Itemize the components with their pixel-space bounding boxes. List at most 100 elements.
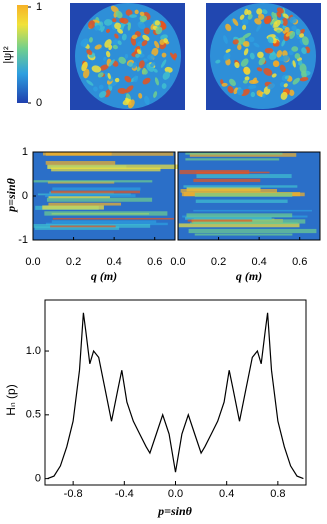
image-blob — [106, 28, 110, 33]
image-blob — [227, 85, 234, 94]
image-blob — [147, 54, 155, 60]
image-blob — [112, 44, 119, 50]
image-blob — [250, 91, 256, 98]
image-blob — [141, 68, 148, 75]
image-blob — [283, 83, 288, 88]
image-blob — [232, 18, 239, 26]
image-blob — [99, 64, 109, 71]
image-blob — [161, 83, 167, 89]
image-blob — [223, 35, 228, 44]
image-blob — [94, 25, 101, 31]
heatmap-stripe — [180, 189, 278, 193]
image-blob — [139, 11, 145, 17]
image-blob — [242, 24, 247, 31]
heatmap-stripe — [50, 225, 116, 228]
image-blob — [243, 66, 251, 75]
image-blob — [162, 71, 171, 80]
image-blob — [160, 59, 167, 68]
image-blob — [137, 21, 146, 30]
image-blob — [239, 14, 245, 20]
image-blob — [282, 17, 288, 26]
image-blob — [229, 78, 236, 87]
colorbar-label: |ψ|² — [2, 46, 14, 64]
heatmap-stripe — [193, 209, 312, 212]
image-blob — [138, 60, 145, 69]
image-blob — [125, 9, 133, 16]
image-blob — [108, 44, 113, 50]
image-blob — [108, 59, 115, 67]
image-blob — [271, 73, 277, 78]
x-tick-label: 0.0 — [25, 256, 40, 268]
image-blob — [223, 52, 231, 61]
image-blob — [240, 58, 249, 67]
x-tick-label: 0.6 — [147, 256, 162, 268]
image-blob — [276, 11, 282, 18]
image-blob — [136, 49, 142, 55]
x-tick-label: -0.4 — [115, 488, 134, 500]
heatmap-stripe — [44, 211, 168, 216]
image-blob — [120, 18, 129, 24]
x-axis-label: q (m) — [236, 269, 262, 283]
heatmap-stripe — [48, 196, 110, 199]
x-tick-label: 0.4 — [106, 256, 121, 268]
image-blob — [301, 47, 307, 54]
image-blob — [103, 56, 107, 61]
image-blob — [281, 39, 286, 47]
x-axis-label: q (m) — [91, 269, 117, 283]
image-blob — [282, 50, 288, 57]
image-blob — [124, 75, 132, 83]
colorbar-tick-label: 1 — [36, 1, 42, 13]
heatmap-stripe — [45, 222, 168, 226]
image-blob — [115, 10, 123, 19]
heatmap-stripe — [52, 217, 175, 220]
image-blob — [138, 93, 143, 99]
image-blob — [276, 50, 283, 58]
image-blob — [154, 40, 160, 49]
image-blob — [88, 37, 93, 43]
image-blob — [141, 40, 148, 47]
image-blob — [225, 48, 231, 53]
heatmap-stripe — [47, 164, 178, 170]
image-blob — [161, 52, 167, 58]
image-blob — [112, 39, 119, 45]
heatmap-stripe — [179, 169, 250, 175]
heatmap-stripe — [183, 185, 298, 188]
image-blob — [253, 42, 260, 48]
y-axis-label: Hₙ (p) — [4, 384, 18, 415]
image-blob — [98, 90, 107, 98]
image-blob — [243, 48, 249, 56]
image-blob — [93, 86, 98, 92]
image-blob — [256, 67, 263, 72]
image-blob — [256, 90, 263, 97]
image-blob — [292, 77, 300, 85]
image-blob — [151, 47, 159, 57]
data-line — [47, 312, 304, 480]
y-tick-label: 1 — [22, 146, 28, 158]
image-blob — [164, 66, 173, 73]
heatmap-stripe — [189, 153, 297, 157]
y-tick-label: 0.5 — [26, 409, 41, 421]
image-blob — [169, 52, 176, 61]
image-blob — [289, 16, 297, 24]
image-blob — [131, 34, 138, 40]
image-blob — [112, 18, 117, 23]
image-blob — [294, 53, 301, 59]
heatmap-stripe — [48, 202, 122, 206]
image-blob — [262, 9, 268, 15]
y-axis-label: p=sinθ — [4, 177, 18, 213]
image-blob — [150, 61, 156, 68]
image-blob — [138, 53, 145, 58]
image-blob — [117, 88, 127, 94]
image-blob — [258, 57, 266, 66]
image-blob — [86, 49, 93, 56]
image-blob — [276, 29, 282, 34]
heatmap-stripe — [194, 192, 293, 197]
image-blob — [299, 63, 307, 74]
image-blob — [134, 9, 139, 15]
colorbar — [17, 5, 28, 103]
heatmap-stripe — [52, 187, 141, 191]
image-blob — [298, 60, 303, 66]
heatmap-stripe — [194, 233, 293, 236]
image-blob — [81, 61, 88, 72]
image-blob — [295, 28, 301, 36]
